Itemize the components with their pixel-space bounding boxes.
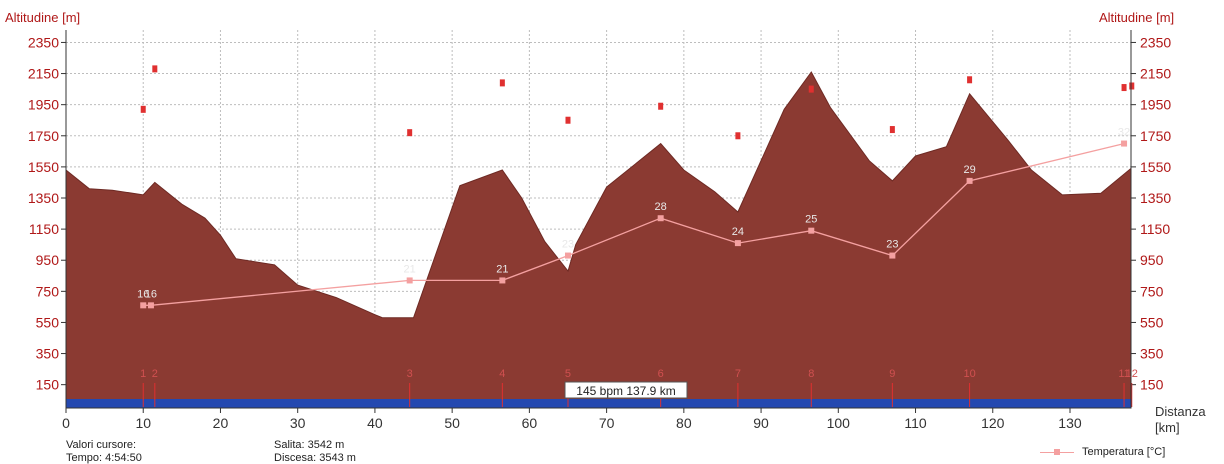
y-tick-label-right: 1550	[1140, 159, 1171, 175]
waypoint-marker	[152, 65, 158, 73]
waypoint-marker	[499, 79, 505, 87]
y-tick-label-right: 550	[1140, 314, 1164, 330]
y-tick-label-left: 150	[36, 377, 60, 393]
x-tick-label: 80	[676, 415, 692, 431]
temperature-point	[734, 240, 741, 247]
temperature-label: 23	[886, 239, 898, 251]
x-tick-label: 90	[753, 415, 769, 431]
waypoint-marker	[889, 126, 895, 134]
lap-marker-label: 9	[889, 368, 895, 380]
x-tick-label: 0	[62, 415, 70, 431]
lap-marker-label: 6	[658, 368, 664, 380]
cursor-values-title: Valori cursore:	[66, 439, 137, 451]
y-tick-label-right: 150	[1140, 377, 1164, 393]
temperature-point	[564, 252, 571, 259]
cursor-box-text: 145 bpm 137.9 km	[576, 384, 675, 398]
waypoint-marker	[735, 132, 741, 140]
lap-marker-label: 3	[407, 368, 413, 380]
temperature-point	[147, 302, 154, 309]
lap-marker-label: 12	[1126, 368, 1138, 380]
legend-marker-swatch	[1054, 449, 1060, 455]
x-axis-title-line1: Distanza	[1155, 404, 1206, 419]
temperature-label: 16	[145, 288, 157, 300]
waypoint-marker	[658, 102, 664, 110]
y-tick-label-right: 1350	[1140, 190, 1171, 206]
x-tick-label: 70	[599, 415, 615, 431]
temperature-point	[406, 277, 413, 284]
waypoint-marker	[967, 76, 973, 84]
lap-marker-label: 4	[499, 368, 505, 380]
y-tick-label-left: 1950	[28, 97, 59, 113]
legend-temperature-label: Temperatura [°C]	[1082, 446, 1166, 458]
temperature-label: 24	[732, 226, 744, 238]
temperature-label: 25	[805, 214, 817, 226]
bottom-band	[66, 399, 1131, 408]
temperature-point	[966, 177, 973, 184]
temperature-label: 21	[496, 263, 508, 275]
temperature-label: 32	[1118, 127, 1130, 139]
x-tick-label: 110	[904, 415, 927, 431]
x-tick-label: 120	[981, 415, 1005, 431]
y-tick-label-left: 2150	[28, 66, 59, 82]
y-tick-label-left: 550	[36, 314, 60, 330]
temperature-point	[1121, 140, 1128, 147]
waypoint-marker	[1121, 84, 1127, 92]
y-tick-label-right: 1750	[1140, 128, 1171, 144]
x-tick-label: 30	[290, 415, 306, 431]
lap-marker-label: 8	[808, 368, 814, 380]
x-tick-label: 40	[367, 415, 383, 431]
left-axis-title: Altitudine [m]	[5, 10, 81, 25]
lap-marker-label: 5	[565, 368, 571, 380]
right-axis-title: Altitudine [m]	[1099, 10, 1175, 25]
y-tick-label-right: 750	[1140, 283, 1164, 299]
y-tick-label-right: 2150	[1140, 66, 1171, 82]
elevation-area	[65, 71, 1132, 409]
temperature-point	[889, 252, 896, 259]
y-tick-label-left: 1350	[28, 190, 59, 206]
y-tick-label-right: 350	[1140, 346, 1164, 362]
waypoint-marker	[1129, 82, 1135, 90]
lap-marker-label: 10	[963, 368, 975, 380]
temperature-label: 21	[404, 263, 416, 275]
cursor-time: Tempo: 4:54:50	[66, 452, 142, 464]
y-tick-label-left: 1550	[28, 159, 59, 175]
y-tick-label-left: 950	[36, 252, 60, 268]
temperature-point	[499, 277, 506, 284]
x-tick-label: 60	[522, 415, 538, 431]
temperature-point	[808, 227, 815, 234]
lap-marker-label: 1	[140, 368, 146, 380]
x-tick-label: 130	[1058, 415, 1082, 431]
x-axis-title-line2: [km]	[1155, 420, 1180, 435]
lap-marker-label: 2	[152, 368, 158, 380]
descent-value: Discesa: 3543 m	[274, 452, 356, 464]
x-tick-label: 10	[135, 415, 151, 431]
temperature-point	[657, 215, 664, 222]
temperature-label: 29	[963, 164, 975, 176]
cursor-box	[564, 381, 688, 399]
y-tick-label-left: 350	[36, 346, 60, 362]
y-tick-label-left: 2350	[28, 34, 59, 50]
lap-marker-label: 11	[1118, 368, 1129, 380]
waypoint-marker	[140, 105, 146, 113]
y-tick-label-right: 1150	[1140, 221, 1170, 237]
ascent-value: Salita: 3542 m	[274, 439, 345, 451]
waypoint-marker	[407, 129, 413, 137]
temperature-label: 28	[655, 201, 667, 213]
x-tick-label: 50	[444, 415, 460, 431]
waypoint-marker	[808, 85, 814, 93]
y-tick-label-right: 1950	[1140, 97, 1171, 113]
x-tick-label: 100	[827, 415, 851, 431]
y-tick-label-right: 950	[1140, 252, 1164, 268]
waypoint-marker	[565, 116, 571, 124]
lap-marker-label: 7	[735, 368, 741, 380]
y-tick-label-right: 2350	[1140, 34, 1171, 50]
temperature-label: 23	[562, 239, 574, 251]
y-tick-label-left: 1750	[28, 128, 59, 144]
y-tick-label-left: 750	[36, 283, 60, 299]
y-tick-label-left: 1150	[29, 221, 59, 237]
x-tick-label: 20	[213, 415, 229, 431]
temperature-point	[140, 302, 147, 309]
temperature-label: 16	[137, 288, 149, 300]
